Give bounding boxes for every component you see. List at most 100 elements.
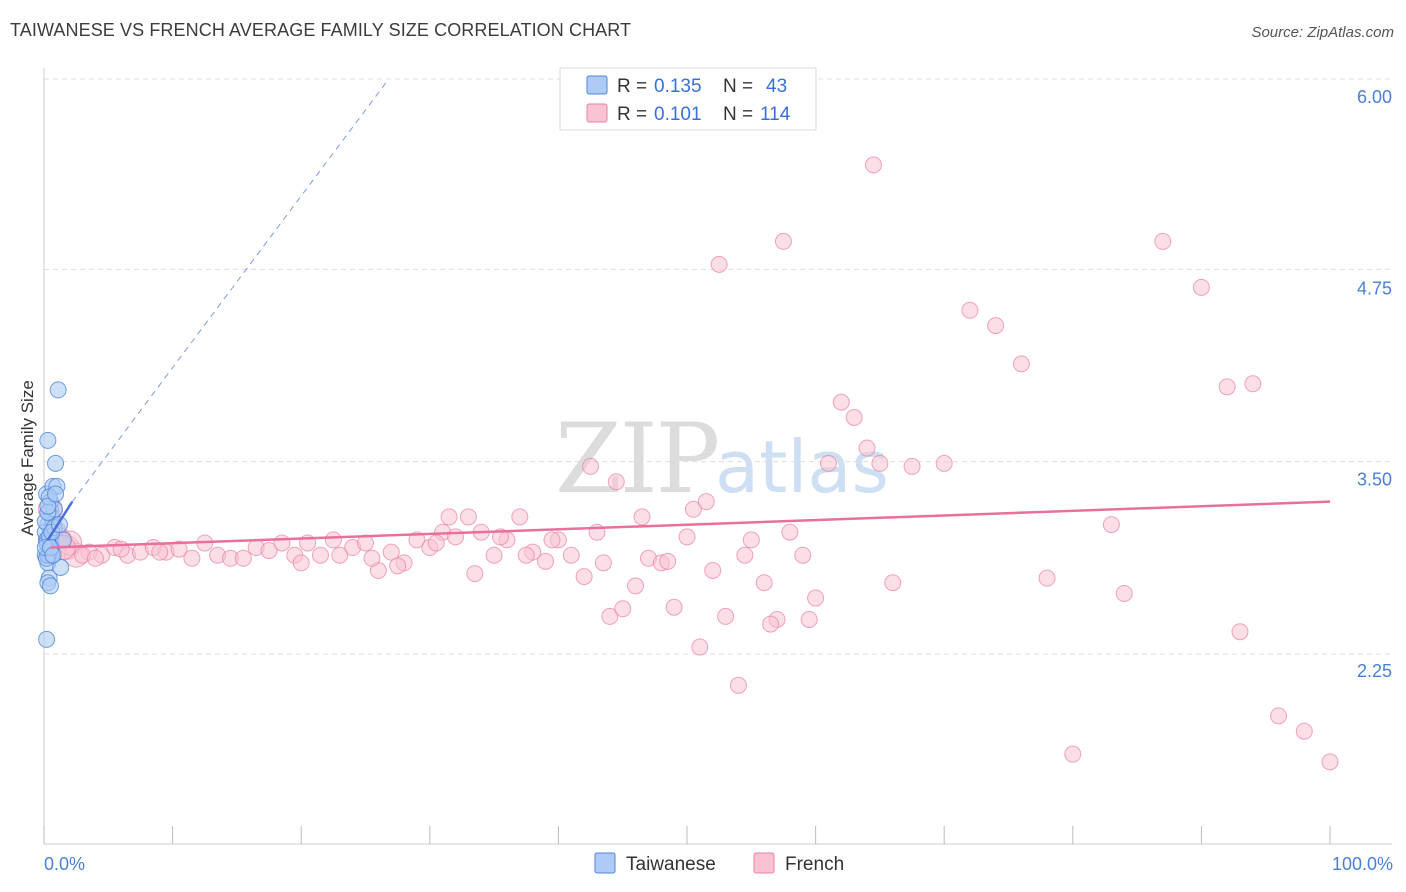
french-point [1218, 378, 1236, 396]
french-point [627, 577, 645, 595]
french-point [832, 393, 850, 411]
trendlines [46, 500, 1331, 549]
taiwanese-trend-group [71, 79, 389, 502]
french-point [1038, 569, 1056, 587]
french-point [864, 156, 882, 174]
french-point [601, 607, 619, 625]
legend-r-value-taiwanese: 0.135 [654, 76, 702, 97]
source-label: Source: ZipAtlas.com [1251, 24, 1394, 41]
french-point [614, 600, 632, 618]
french-point [466, 565, 484, 583]
french-point [717, 607, 735, 625]
french-point [729, 676, 747, 694]
french-point [562, 546, 580, 564]
chart-title: TAIWANESE VS FRENCH AVERAGE FAMILY SIZE … [10, 20, 632, 40]
french-point [324, 531, 342, 549]
french-point [961, 301, 979, 319]
french-point [1154, 232, 1172, 250]
french-point [292, 554, 310, 572]
french-point [543, 531, 561, 549]
french-point [183, 549, 201, 567]
french-point [1115, 584, 1133, 602]
y-tick-label: 2.25 [1357, 661, 1392, 681]
french-point [684, 500, 702, 518]
french-point [170, 540, 188, 558]
taiwanese-point [44, 546, 62, 564]
french-point [807, 589, 825, 607]
french-point [151, 543, 169, 561]
french-point [447, 528, 465, 546]
taiwanese-trendline [46, 500, 74, 541]
french-point [1102, 516, 1120, 534]
french-point [935, 454, 953, 472]
french-point [1012, 355, 1030, 373]
french-point [1192, 278, 1210, 296]
french-point [234, 549, 252, 567]
french-point [903, 457, 921, 475]
watermark-zip: ZIP [555, 403, 718, 515]
legend-r-label: R = [617, 104, 647, 125]
legend-swatch-french [586, 103, 608, 123]
y-tick-label: 3.50 [1357, 470, 1392, 490]
french-point [511, 508, 529, 526]
french-point [582, 457, 600, 475]
watermark-atlas: atlas [715, 425, 889, 509]
taiwanese-point [49, 381, 67, 399]
french-point [742, 531, 760, 549]
french-point [858, 439, 876, 457]
x-tick-label: 0.0% [44, 854, 85, 874]
french-point [1231, 623, 1249, 641]
legend-r-value-french: 0.101 [654, 104, 702, 125]
french-point [427, 534, 445, 552]
french-point [1321, 753, 1339, 771]
french-point [884, 574, 902, 592]
french-point [86, 549, 104, 567]
french-point [819, 454, 837, 472]
french-point [736, 546, 754, 564]
y-tick-label: 6.00 [1357, 87, 1392, 107]
taiwanese-point [38, 630, 56, 648]
taiwanese-trend-extension [71, 79, 389, 502]
french-point [704, 562, 722, 580]
french-point [1244, 375, 1262, 393]
french-point [871, 454, 889, 472]
french-point [331, 546, 349, 564]
french-point [311, 546, 329, 564]
french-trendline [50, 500, 1331, 549]
french-point [357, 534, 374, 552]
french-point [691, 638, 709, 656]
french-point [112, 540, 130, 558]
french-point [665, 598, 683, 616]
french-point [774, 232, 792, 250]
taiwanese-point [47, 485, 65, 503]
taiwanese-point [52, 558, 70, 576]
legend-n-label: N = [723, 76, 753, 97]
watermark: ZIP atlas [555, 403, 889, 515]
french-point [794, 546, 812, 564]
taiwanese-point [39, 431, 57, 449]
tick-labels: 2.25 3.50 4.75 6.00 0.0% 100.0% [44, 87, 1393, 874]
series-legend: Taiwanese French [594, 852, 844, 875]
french-point [845, 408, 863, 426]
y-tick-label: 4.75 [1357, 278, 1392, 298]
french-point [408, 531, 426, 549]
french-point [389, 557, 407, 575]
french-point [575, 568, 593, 586]
bottom-legend-swatch-taiwanese [594, 852, 616, 874]
french-point [459, 508, 477, 526]
axes [43, 68, 1392, 845]
taiwanese-points [36, 381, 72, 648]
y-axis-label: Average Family Size [18, 380, 37, 536]
bottom-legend-taiwanese: Taiwanese [626, 854, 716, 875]
french-points [37, 156, 1339, 771]
french-point [594, 554, 612, 572]
french-point [659, 552, 677, 570]
french-point [537, 552, 555, 570]
legend: R = 0.135 N = 43 R = 0.101 N = 114 [559, 67, 817, 131]
french-point [440, 508, 458, 526]
french-point [800, 610, 818, 628]
french-point [273, 534, 291, 552]
legend-r-label: R = [617, 76, 647, 97]
taiwanese-point [39, 497, 57, 515]
